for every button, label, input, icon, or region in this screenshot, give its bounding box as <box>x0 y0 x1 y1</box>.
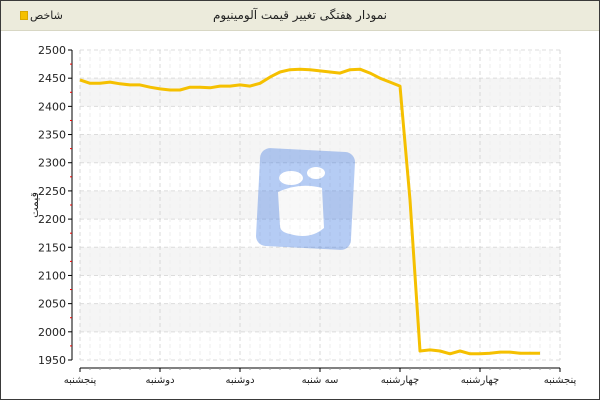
x-tick-label: پنجشنبه <box>64 375 97 386</box>
x-tick-label: دوشنبه <box>225 375 254 386</box>
y-tick-label: 2250 <box>38 185 66 198</box>
x-tick-label: پنجشنبه <box>544 375 577 386</box>
y-tick-label: 2350 <box>38 129 66 142</box>
logo-body <box>278 185 324 236</box>
logo-dot <box>279 171 303 185</box>
chart-title: نمودار هفتگی تغییر قیمت آلومینیوم <box>212 8 388 22</box>
chart-header: شاخص نمودار هفتگی تغییر قیمت آلومینیوم <box>1 1 599 31</box>
x-tick-label: سه شنبه <box>302 375 339 386</box>
watermark-logo <box>256 148 355 250</box>
y-tick-label: 2000 <box>38 326 66 339</box>
y-tick-label: 2400 <box>38 100 66 113</box>
x-tick-label: چهارشنبه <box>461 375 499 386</box>
y-tick-label: 2150 <box>38 241 66 254</box>
legend[interactable]: شاخص <box>20 9 63 22</box>
y-tick-label: 2500 <box>38 44 66 57</box>
y-tick-label: 2100 <box>38 269 66 282</box>
y-tick-label: 2300 <box>38 157 66 170</box>
y-tick-label: 2050 <box>38 298 66 311</box>
logo-shape <box>256 148 355 250</box>
y-axis-label: قیمت <box>28 192 41 218</box>
legend-label: شاخص <box>30 9 63 22</box>
x-tick-label: دوشنبه <box>145 375 174 386</box>
x-tick-label: چهارشنبه <box>381 375 419 386</box>
y-tick-label: 1950 <box>38 354 66 367</box>
legend-swatch <box>20 11 28 20</box>
logo-dot <box>307 167 325 179</box>
y-tick-label: 2450 <box>38 72 66 85</box>
y-tick-label: 2200 <box>38 213 66 226</box>
